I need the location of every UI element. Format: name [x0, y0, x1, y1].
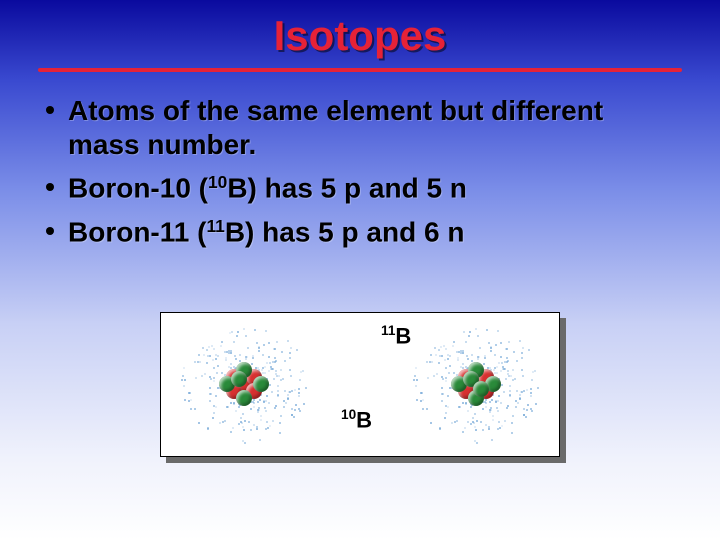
- bullet-1-text: Atoms of the same element but different …: [68, 94, 680, 161]
- atom-b10: [169, 319, 319, 449]
- bullet-dot-icon: [46, 227, 54, 235]
- nucleus: [219, 359, 269, 409]
- bullet-dot-icon: [46, 183, 54, 191]
- bullet-2-text: Boron-10 (10B) has 5 p and 5 n: [68, 171, 680, 205]
- bullet-3: Boron-11 (11B) has 5 p and 6 n: [46, 215, 680, 249]
- nucleus: [451, 359, 501, 409]
- bullet-1: Atoms of the same element but different …: [46, 94, 680, 161]
- title-underline: [38, 68, 682, 72]
- label-b10: 10B: [341, 407, 372, 433]
- bullet-3-text: Boron-11 (11B) has 5 p and 6 n: [68, 215, 680, 249]
- bullet-2: Boron-10 (10B) has 5 p and 5 n: [46, 171, 680, 205]
- atom-b11: [401, 319, 551, 449]
- bullet-list: Atoms of the same element but different …: [46, 94, 680, 249]
- slide-title: Isotopes: [0, 0, 720, 60]
- isotope-figure: 11B 10B: [160, 312, 560, 457]
- label-b11: 11B: [381, 323, 411, 349]
- figure-panel: 11B 10B: [160, 312, 560, 457]
- bullet-dot-icon: [46, 106, 54, 114]
